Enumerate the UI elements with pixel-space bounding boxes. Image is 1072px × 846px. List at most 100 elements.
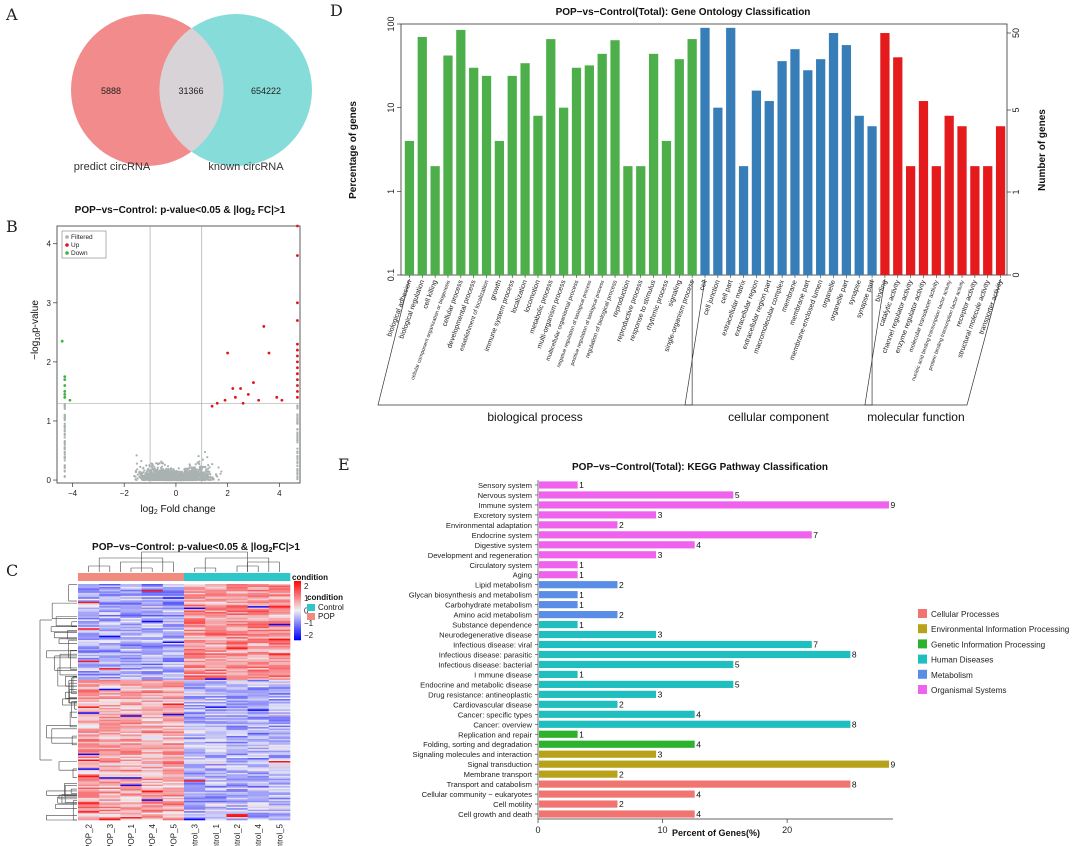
heatmap-cell [141, 777, 164, 779]
heatmap-cell [99, 603, 121, 605]
heatmap-cell [99, 805, 121, 808]
heatmap-cell [205, 772, 227, 775]
heatmap-cell [226, 676, 248, 679]
heatmap-cell [268, 702, 291, 704]
heatmap-cell [205, 685, 227, 688]
heatmap-cell [78, 687, 100, 690]
go-y-label: Percentage of genes [348, 101, 359, 199]
filtered-point [190, 475, 193, 478]
heatmap-cell [226, 688, 248, 691]
heatmap-cell [205, 769, 227, 772]
heatmap-cell [162, 696, 185, 698]
heatmap-cell [268, 660, 291, 663]
heatmap-cell [120, 594, 142, 597]
heatmap-cell [184, 678, 206, 681]
heatmap-cell [184, 660, 206, 663]
filtered-point [177, 470, 181, 473]
heatmap-cell [247, 727, 270, 729]
heatmap-cell [226, 589, 248, 592]
heatmap-cell [162, 606, 185, 608]
heatmap-cell [247, 616, 270, 619]
heatmap-cell [162, 774, 185, 777]
heatmap-cell [99, 710, 121, 713]
heatmap-cell [99, 685, 121, 688]
heatmap-cell [99, 727, 121, 729]
heatmap-cell [78, 750, 100, 753]
heatmap-cell [78, 662, 100, 664]
heatmap-cell [226, 730, 248, 732]
filtered-point [136, 477, 139, 480]
heatmap-cell [141, 737, 164, 740]
legend-swatch-control [307, 604, 315, 611]
heatmap-cell [226, 634, 248, 636]
heatmap-cell [205, 817, 227, 819]
heatmap-cell [268, 586, 291, 589]
filtered-point [296, 439, 299, 442]
heatmap-cell [78, 722, 100, 725]
heatmap-cell [99, 604, 121, 607]
heatmap-cell [184, 702, 206, 704]
heatmap-cell [162, 744, 185, 747]
filtered-point [200, 468, 203, 471]
heatmap-cell [247, 724, 270, 726]
heatmap-cell [78, 765, 100, 768]
heatmap-cell [141, 684, 164, 687]
heatmap-cell [226, 668, 248, 670]
go-group-label: molecular function [867, 410, 964, 424]
filtered-point [63, 422, 66, 425]
filtered-point [296, 469, 299, 472]
heatmap-cell [226, 817, 248, 819]
heatmap-cell [205, 696, 227, 698]
heatmap-cell [247, 808, 270, 810]
heatmap-cell [120, 654, 142, 657]
column-label: POP_3 [106, 823, 115, 846]
go-bar [687, 39, 697, 275]
heatmap-cell [120, 671, 142, 673]
heatmap-cell [184, 725, 206, 728]
scale-swatch [294, 611, 301, 614]
heatmap-cell [205, 712, 227, 715]
heatmap-cell [247, 637, 270, 639]
annotation-cell [120, 573, 142, 581]
heatmap-cell [226, 682, 248, 685]
heatmap-cell [141, 645, 164, 648]
heatmap-cell [78, 612, 100, 614]
kegg-count-label: 1 [579, 600, 584, 610]
heatmap-cell [268, 709, 291, 712]
filtered-point [154, 477, 157, 480]
heatmap-cell [78, 735, 100, 738]
legend-marker-filtered [65, 235, 69, 239]
heatmap-cell [268, 762, 291, 765]
heatmap-cell [120, 805, 142, 808]
heatmap-cell [78, 716, 100, 719]
heatmap-cell [120, 678, 142, 681]
go-bar [700, 27, 710, 276]
heatmap-cell [268, 805, 291, 808]
heatmap-cell [120, 631, 142, 633]
heatmap-cell [99, 750, 121, 753]
heatmap-cell [268, 641, 291, 644]
heatmap-cell [184, 718, 206, 720]
heatmap-cell [205, 808, 227, 810]
kegg-count-label: 4 [696, 809, 701, 819]
filtered-point [175, 470, 179, 473]
heatmap-cell [162, 750, 185, 753]
kegg-bar [539, 730, 578, 738]
heatmap-cell [247, 657, 270, 660]
heatmap-cell [162, 769, 185, 772]
scale-swatch [294, 632, 301, 635]
heatmap-cell [162, 786, 185, 788]
kegg-category-label: Amino acid metabolism [454, 611, 533, 620]
filtered-point [197, 455, 200, 458]
heatmap-cell [205, 666, 227, 669]
heatmap-cell [184, 619, 206, 622]
up-point [223, 398, 227, 402]
heatmap-cell [78, 694, 100, 697]
heatmap-cell [99, 585, 121, 588]
venn-overlap-count: 31366 [178, 86, 203, 96]
heatmap-cell [205, 645, 227, 648]
heatmap-cell [184, 749, 206, 751]
heatmap-cell [205, 598, 227, 601]
heatmap-cell [247, 607, 270, 610]
heatmap-cell [268, 744, 291, 747]
